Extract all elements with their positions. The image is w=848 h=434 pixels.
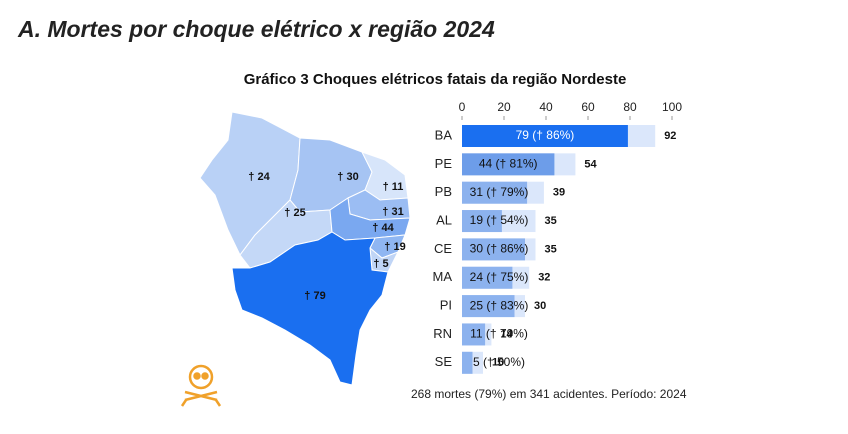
map-label: † 19 — [384, 241, 405, 253]
heading: A. Mortes por choque elétrico x região 2… — [17, 16, 495, 42]
total-label: 10 — [492, 357, 504, 369]
total-label: 30 — [534, 300, 546, 312]
y-tick-label: BA — [435, 127, 453, 142]
bar-fatal — [462, 210, 502, 233]
y-tick-label: PB — [435, 184, 452, 199]
fatal-label: 24 († 75%) — [470, 270, 529, 284]
x-tick-label: 80 — [623, 100, 637, 114]
total-label: 35 — [545, 243, 557, 255]
total-label: 32 — [538, 272, 550, 284]
total-label: 14 — [500, 328, 513, 340]
y-tick-label: PI — [440, 298, 452, 313]
y-tick-label: MA — [433, 269, 453, 284]
fatal-label: 31 († 79%) — [470, 185, 529, 199]
total-label: 92 — [664, 130, 676, 142]
x-tick-label: 0 — [459, 100, 466, 114]
x-tick-label: 100 — [662, 100, 682, 114]
bar-fatal — [462, 153, 555, 176]
chart-title: Gráfico 3 Choques elétricos fatais da re… — [244, 71, 627, 88]
map-label: † 5 — [373, 258, 388, 270]
x-tick-label: 40 — [539, 100, 553, 114]
map-ba — [231, 231, 389, 386]
map-label: † 30 — [337, 171, 358, 183]
bar-fatal — [462, 125, 628, 147]
y-tick-label: SE — [435, 354, 453, 369]
map-label: † 44 — [372, 222, 394, 234]
fatal-label: 19 († 54%) — [470, 213, 529, 227]
total-label: 54 — [584, 158, 597, 170]
note: 268 mortes (79%) em 341 acidentes. Perío… — [411, 387, 687, 401]
fatal-label: 11 († 79%) — [470, 327, 528, 341]
x-tick-label: 60 — [581, 100, 595, 114]
fatal-label: 5 († 50%) — [473, 355, 525, 369]
bar-fatal — [462, 181, 528, 204]
total-label: 39 — [553, 187, 565, 199]
fatal-label: 30 († 86%) — [470, 242, 529, 256]
skull-icon — [180, 364, 222, 407]
map-label: † 11 — [383, 181, 404, 193]
y-tick-label: CE — [434, 241, 452, 256]
bar-fatal — [462, 295, 515, 318]
fatal-label: 79 († 86%) — [516, 128, 575, 142]
map-label: † 79 — [304, 290, 325, 302]
bar-fatal — [462, 351, 473, 374]
total-label: 35 — [545, 215, 557, 227]
fatal-label: 44 († 81%) — [479, 157, 538, 171]
map — [199, 111, 411, 386]
y-tick-label: AL — [436, 212, 452, 227]
map-label: † 25 — [284, 207, 305, 219]
map-label: † 31 — [382, 206, 403, 218]
fatal-label: 25 († 83%) — [470, 298, 529, 312]
x-tick-label: 20 — [497, 100, 511, 114]
bar-fatal — [462, 238, 525, 261]
bar-fatal — [462, 323, 486, 346]
map-label: † 24 — [248, 171, 270, 183]
y-tick-label: PE — [435, 156, 453, 171]
bar-fatal — [462, 266, 513, 289]
y-tick-label: RN — [433, 326, 452, 341]
